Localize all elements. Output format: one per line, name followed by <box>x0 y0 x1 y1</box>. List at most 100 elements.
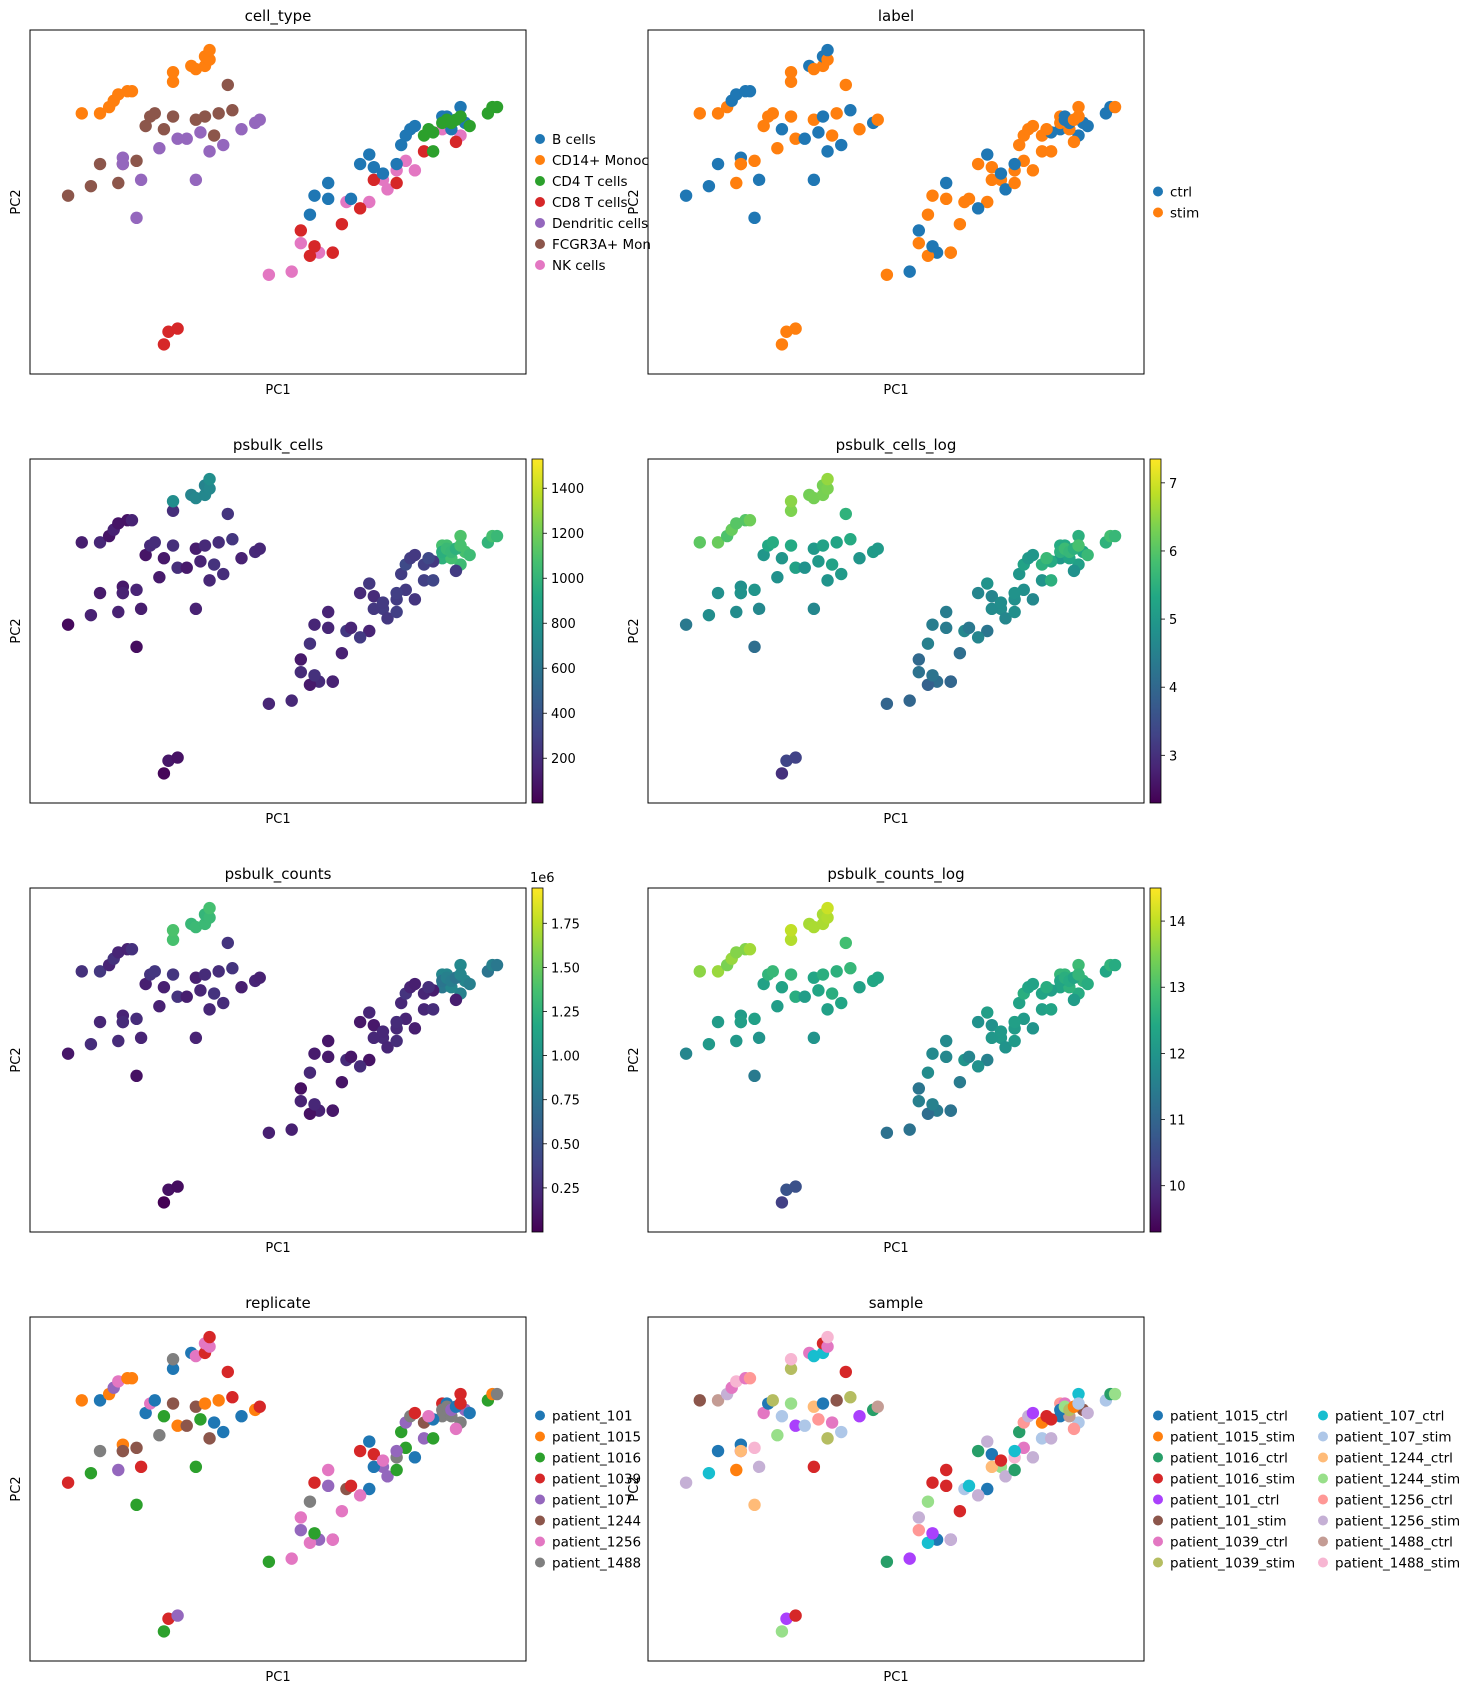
scatter-point <box>1008 586 1021 600</box>
scatter-point <box>335 646 349 660</box>
scatter-point <box>217 138 230 152</box>
colorbar: 0.25 0.50 0.75 1.00 1.25 1.50 1.75 1e6 <box>530 871 580 1233</box>
scatter-point <box>376 1454 390 1467</box>
scatter-point <box>449 564 463 578</box>
legend-label: CD4 T cells <box>552 174 628 190</box>
scatter-point <box>921 1107 935 1121</box>
scatter-point <box>789 561 802 574</box>
scatter-point <box>207 987 221 1000</box>
colorbar: 10 11 12 13 14 <box>1149 887 1186 1233</box>
scatter-point <box>748 640 761 654</box>
legend-marker <box>1153 207 1163 218</box>
scatter-point <box>395 138 408 152</box>
scatter-point <box>1008 1444 1021 1458</box>
scatter-point <box>294 1511 308 1524</box>
scatter-point <box>830 1394 843 1407</box>
scatter-point <box>221 936 235 950</box>
scatter-point <box>226 533 239 546</box>
legend-marker <box>1153 1410 1163 1421</box>
scatter-point <box>194 1413 207 1426</box>
scatter-point <box>157 1410 171 1423</box>
scatter-point <box>807 1031 821 1045</box>
scatter-point <box>294 1082 308 1095</box>
panel-cell_type: cell_type PC1 PC2 B cells CD14+ Monoc CD4 T c… <box>9 7 651 398</box>
scatter-point <box>752 1460 766 1474</box>
x-axis-label: PC1 <box>883 1670 908 1682</box>
scatter-point <box>326 246 339 259</box>
scatter-point <box>825 129 839 142</box>
scatter-point <box>903 1123 916 1136</box>
scatter-point <box>693 965 706 978</box>
scatter-point <box>775 552 789 565</box>
colorbar-tick-label: 0.50 <box>551 1138 580 1153</box>
scatter-point <box>752 602 766 616</box>
scatter-point <box>93 107 107 120</box>
colorbar-tick-label: 1.00 <box>551 1050 580 1065</box>
scatter-point <box>812 984 825 997</box>
scatter-point <box>981 624 994 638</box>
scatter-point <box>981 1435 994 1448</box>
scatter-point <box>730 1463 743 1477</box>
scatter-point <box>490 1387 504 1401</box>
scatter-point <box>1026 548 1040 562</box>
scatter-point <box>198 539 212 552</box>
scatter-point <box>166 933 180 946</box>
scatter-point <box>157 981 171 994</box>
y-axis-label: PC2 <box>627 189 642 214</box>
scatter-point <box>408 119 422 133</box>
scatter-point <box>454 529 467 543</box>
panel-label: label PC1 PC2 ctrl stim <box>627 7 1199 398</box>
scatter-point <box>999 183 1012 196</box>
scatter-point <box>784 75 798 88</box>
scatter-point <box>449 1422 463 1436</box>
panel-psbulk_counts: psbulk_counts PC1 PC2 0.25 0.50 0.75 1.00 1.25 1… <box>9 865 580 1256</box>
legend-label: patient_1256_stim <box>1335 1514 1460 1530</box>
legend-marker <box>1153 1452 1163 1463</box>
panel-psbulk_cells: psbulk_cells PC1 PC2 200 400 600 800 1000 1200 14… <box>9 436 584 827</box>
colorbar-tick-label: 0.75 <box>551 1094 580 1109</box>
scatter-point <box>166 924 180 937</box>
colorbar-tick-label: 3 <box>1169 749 1177 764</box>
scatter-point <box>363 624 376 638</box>
scatter-point <box>1067 993 1081 1007</box>
legend-marker <box>535 1473 545 1484</box>
scatter-points <box>61 43 504 351</box>
scatter-point <box>207 1416 221 1429</box>
scatter-point <box>335 217 349 231</box>
scatter-point <box>871 971 884 984</box>
scatter-point <box>130 154 143 168</box>
scatter-point <box>171 751 184 764</box>
scatter-point <box>367 1460 381 1474</box>
colorbar-tick-label: 1400 <box>551 482 584 497</box>
scatter-point <box>1072 958 1085 972</box>
scatter-point <box>971 1444 985 1458</box>
axes-frame <box>29 887 527 1233</box>
scatter-point <box>971 1060 985 1073</box>
scatter-point <box>1072 100 1085 114</box>
scatter-point <box>1081 548 1094 562</box>
scatter-point <box>1035 145 1049 158</box>
scatter-point <box>303 249 317 263</box>
scatter-point <box>821 901 834 915</box>
scatter-point <box>939 1050 953 1064</box>
colorbar-tick-label: 600 <box>551 662 576 677</box>
scatter-point <box>748 154 761 168</box>
scatter-point <box>821 1432 834 1445</box>
scatter-point <box>748 1441 761 1455</box>
scatter-point <box>962 1050 976 1064</box>
scatter-point <box>971 157 985 171</box>
scatter-point <box>321 1479 335 1493</box>
scatter-point <box>784 110 798 123</box>
scatter-point <box>962 192 976 206</box>
scatter-point <box>353 1015 367 1029</box>
legend-marker <box>1153 1536 1163 1547</box>
scatter-point <box>285 694 298 707</box>
scatter-point <box>353 1060 367 1073</box>
scatter-point <box>1108 958 1122 972</box>
scatter-point <box>825 987 839 1000</box>
scatter-point <box>490 529 504 543</box>
scatter-point <box>853 981 866 994</box>
scatter-point <box>212 536 225 549</box>
scatter-point <box>148 536 161 549</box>
scatter-point <box>326 1104 339 1117</box>
